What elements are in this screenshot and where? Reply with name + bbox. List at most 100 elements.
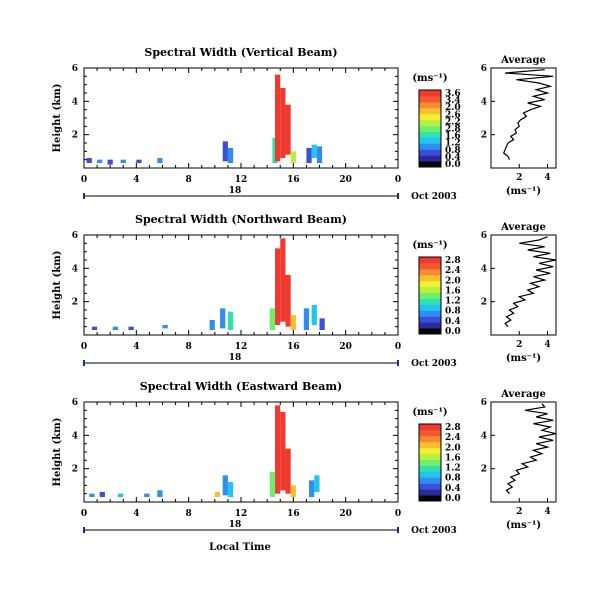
x-tick-label: 16 (287, 509, 300, 519)
data-cell (290, 151, 296, 163)
average-y-tick-label: 2 (481, 465, 487, 475)
x-tick-label: 0 (81, 509, 87, 519)
data-cell (269, 308, 276, 330)
colorbar-tick-label: 1.2 (445, 464, 461, 474)
y-axis-label: Height (km) (52, 418, 63, 487)
chart-title: Spectral Width (Vertical Beam) (144, 46, 337, 59)
panel-vertical: Spectral Width (Vertical Beam)0 4 8 12 16 20 0… (52, 46, 557, 202)
average-title: Average (500, 222, 546, 233)
y-tick-label: 4 (72, 97, 78, 107)
colorbar-segment (419, 95, 441, 103)
average-y-tick-label: 2 (481, 298, 487, 308)
data-cell (290, 485, 296, 497)
data-cell (136, 159, 142, 163)
average-y-tick-label: 4 (481, 264, 487, 274)
colorbar-tick-label: 0.8 (445, 474, 461, 484)
average-frame (490, 67, 557, 169)
day-label: 18 (229, 186, 242, 196)
colorbar-tick-label: 2.4 (445, 266, 461, 276)
data-cell (275, 405, 281, 494)
colorbar-segment (419, 441, 441, 449)
colorbar-segment (419, 268, 441, 276)
data-cell (162, 325, 168, 329)
colorbar-segment (419, 304, 441, 311)
data-cell (157, 490, 163, 497)
x-tick-label: 0 (81, 342, 87, 352)
colorbar-segment (419, 489, 441, 496)
colorbar-segment (419, 143, 441, 150)
colorbar-segment (419, 483, 441, 490)
x-tick-label: 16 (287, 175, 300, 185)
data-cell (285, 104, 291, 155)
colorbar-segment (419, 149, 441, 156)
colorbar-segment (419, 429, 441, 437)
data-cell (319, 318, 325, 330)
x-tick-label: 12 (235, 342, 248, 352)
colorbar-tick-label: 2.6 (445, 110, 461, 120)
colorbar-tick-label: 3.6 (445, 89, 461, 99)
day-label: 18 (229, 520, 242, 530)
colorbar-tick-label: 3.4 (445, 96, 461, 106)
colorbar-segment (419, 459, 441, 466)
x-tick-label: 0 (395, 342, 401, 352)
average-x-label: (ms⁻¹) (506, 186, 541, 197)
y-tick-label: 6 (72, 231, 78, 241)
data-cell (227, 311, 234, 330)
data-cell (86, 158, 92, 163)
data-cell (314, 475, 320, 492)
colorbar-segment (419, 280, 441, 288)
chart-title: Spectral Width (Northward Beam) (135, 213, 347, 226)
colorbar-segment (419, 424, 441, 431)
colorbar-tick-label: 2.8 (445, 125, 461, 135)
average-profile-line (504, 236, 557, 328)
y-tick-label: 6 (72, 398, 78, 408)
average-frame (490, 234, 557, 336)
colorbar-segment (419, 274, 441, 282)
average-y-tick-label: 4 (481, 97, 487, 107)
date-label: Oct 2003 (411, 192, 457, 202)
x-axis-label: Local Time (209, 542, 271, 553)
y-tick-label: 2 (72, 465, 78, 475)
colorbar-segment (419, 137, 441, 144)
y-tick-label: 2 (72, 131, 78, 141)
average-x-tick-label: 2 (516, 340, 522, 350)
colorbar-segment (419, 90, 441, 97)
colorbar-tick-label: 2.4 (445, 433, 461, 443)
colorbar-frame (418, 423, 442, 502)
x-tick-label: 8 (186, 175, 192, 185)
colorbar-tick-label: 1.6 (445, 453, 461, 463)
colorbar-frame (418, 89, 442, 168)
data-cell (222, 141, 228, 162)
colorbar-segment (419, 477, 441, 484)
data-cell (275, 248, 281, 325)
data-cell (97, 159, 103, 163)
data-cell (227, 482, 234, 497)
average-x-tick-label: 2 (516, 507, 522, 517)
x-tick-label: 4 (133, 175, 139, 185)
colorbar-segment (419, 465, 441, 472)
data-cell (290, 315, 296, 330)
colorbar-segment (419, 471, 441, 478)
data-cell (280, 412, 286, 491)
data-cell (144, 493, 150, 497)
colorbar-tick-label: 0.8 (445, 146, 461, 156)
data-cell (222, 475, 228, 496)
data-cell (309, 480, 315, 497)
average-x-label: (ms⁻¹) (506, 520, 541, 531)
x-tick-label: 4 (133, 509, 139, 519)
data-cell (316, 146, 323, 163)
x-tick-label: 20 (339, 509, 352, 519)
data-cell (306, 148, 312, 163)
colorbar-segment (419, 435, 441, 443)
colorbar-tick-label: 1.6 (445, 132, 461, 142)
colorbar-unit: (ms⁻¹) (412, 73, 447, 84)
colorbar-segment (419, 310, 441, 317)
colorbar-segment (419, 495, 441, 502)
colorbar-segment (419, 316, 441, 323)
colorbar-tick-label: 0.4 (445, 153, 461, 163)
average-x-tick-label: 4 (544, 340, 550, 350)
colorbar-unit: (ms⁻¹) (412, 240, 447, 251)
y-tick-label: 4 (72, 264, 78, 274)
panel-northward: Spectral Width (Northward Beam)0 4 8 12 16 20… (52, 213, 557, 369)
